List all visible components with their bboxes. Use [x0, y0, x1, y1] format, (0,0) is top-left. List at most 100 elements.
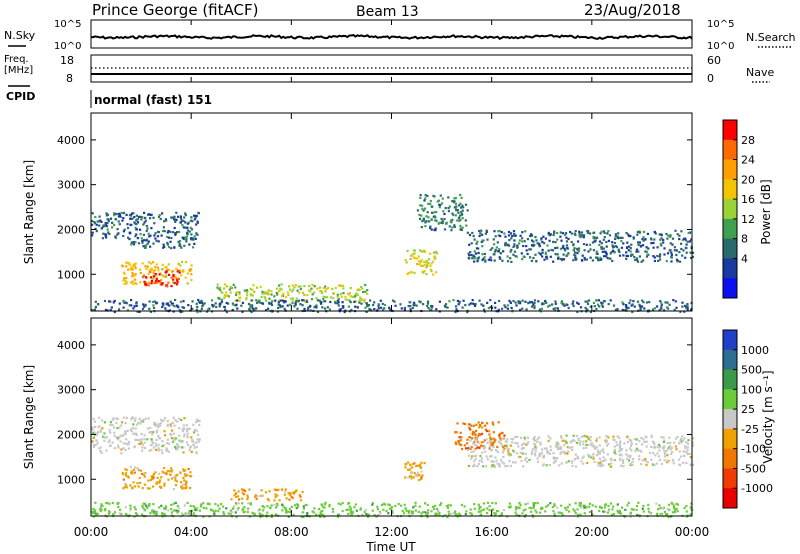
velocity-cell — [639, 463, 643, 466]
velocity-cell — [241, 502, 244, 505]
velocity-cell — [480, 457, 484, 460]
power-cell — [636, 233, 639, 236]
power-cell — [410, 271, 413, 274]
power-cell — [273, 295, 276, 298]
power-cell — [507, 244, 510, 247]
power-cell — [513, 234, 516, 237]
velocity-cell — [519, 455, 522, 459]
power-cell — [104, 221, 107, 225]
velocity-cell — [161, 419, 164, 422]
power-cell — [478, 229, 481, 233]
velocity-cell — [496, 462, 499, 465]
power-cell — [236, 299, 239, 302]
velocity-cell — [424, 502, 427, 505]
power-cell — [282, 292, 285, 295]
velocity-cell — [600, 460, 603, 463]
power-cell — [589, 256, 592, 259]
velocity-cell — [489, 440, 492, 443]
power-cell — [130, 299, 133, 302]
power-cell — [616, 235, 619, 238]
power-cell — [651, 308, 655, 311]
velocity-cell — [485, 438, 488, 441]
velocity-cell — [129, 507, 132, 510]
power-cell — [101, 237, 104, 240]
velocity-cell — [574, 511, 577, 515]
velocity-cell — [273, 499, 276, 502]
power-cell — [509, 250, 512, 253]
velocity-cell — [587, 436, 590, 439]
power-cell — [438, 300, 441, 303]
power-cell — [529, 248, 532, 251]
velocity-cell — [631, 463, 634, 466]
velocity-cell — [533, 436, 536, 439]
velocity-cell — [125, 512, 128, 516]
power-cell — [548, 304, 551, 307]
velocity-cell — [660, 462, 663, 466]
velocity-cell — [194, 508, 197, 512]
power-cell — [673, 308, 676, 311]
power-cell — [498, 256, 501, 259]
velocity-cell — [100, 508, 103, 511]
power-cell — [519, 234, 522, 237]
power-cell — [295, 300, 298, 303]
power-cell — [141, 262, 144, 265]
power-cell — [554, 307, 557, 310]
velocity-cell — [182, 435, 186, 438]
power-cell — [94, 300, 97, 303]
velocity-cell — [91, 428, 94, 431]
power-cell — [355, 292, 358, 295]
power-cell — [201, 305, 204, 308]
velocity-cell — [478, 507, 481, 510]
power-cell — [149, 310, 152, 313]
velocity-cell — [92, 436, 95, 439]
velocity-cell — [93, 431, 96, 434]
velocity-cell — [516, 506, 519, 509]
power-cell — [320, 290, 323, 293]
velocity-cell — [211, 509, 214, 512]
velocity-cell — [367, 515, 370, 518]
velocity-cell — [582, 455, 585, 458]
power-cell — [416, 263, 419, 266]
power-cell — [193, 218, 196, 221]
power-cell — [678, 251, 681, 254]
velocity-cell — [124, 482, 127, 485]
velocity-cell — [492, 508, 495, 511]
power-cell — [519, 308, 522, 312]
power-cell — [294, 302, 297, 305]
velocity-cell — [183, 479, 186, 482]
velocity-cell — [163, 434, 167, 437]
power-cell — [584, 258, 587, 261]
velocity-cell — [92, 512, 95, 515]
power-cell — [605, 245, 608, 248]
power-cell — [506, 260, 510, 263]
velocity-cell — [560, 462, 563, 465]
power-cell — [598, 243, 601, 247]
velocity-cell — [186, 436, 189, 439]
power-cell — [484, 232, 487, 235]
velocity-cell — [607, 509, 610, 512]
velocity-cell — [538, 454, 541, 458]
velocity-cell — [253, 513, 256, 516]
velocity-cell — [479, 455, 482, 458]
velocity-cell — [195, 509, 198, 512]
velocity-cell — [111, 418, 114, 422]
power-cell — [423, 199, 426, 202]
power-cell — [105, 214, 108, 217]
power-cell — [143, 221, 146, 224]
power-cell — [499, 235, 502, 238]
power-cell — [299, 287, 302, 291]
velocity-cell — [152, 485, 155, 488]
velocity-cell — [103, 421, 106, 424]
power-cell — [648, 301, 651, 304]
velocity-cell — [95, 514, 98, 517]
velocity-cell — [520, 447, 523, 451]
velocity-cell — [672, 506, 675, 509]
velocity-cell — [475, 438, 478, 441]
power-cell — [184, 237, 187, 241]
velocity-cell — [567, 450, 570, 453]
velocity-cell — [262, 509, 265, 512]
power-cell — [292, 288, 295, 291]
velocity-cell — [492, 464, 495, 467]
power-cell — [530, 233, 533, 236]
velocity-cell — [682, 439, 685, 442]
